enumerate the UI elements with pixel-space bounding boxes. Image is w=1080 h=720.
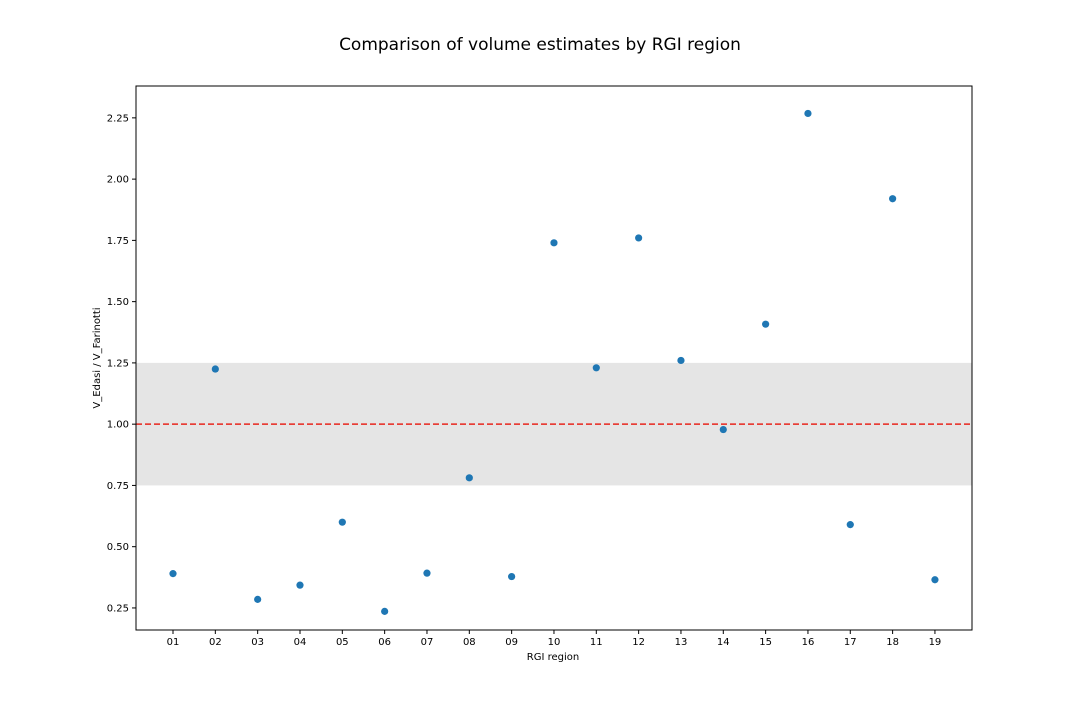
x-tick-label: 01 (167, 637, 180, 648)
y-axis-ticks: 0.25 0.50 0.75 1.00 1.25 1.50 1.75 2.00 2.25 (107, 113, 136, 614)
data-point-16 (804, 109, 812, 118)
y-tick-label: 1.50 (107, 297, 129, 308)
data-point-15 (762, 320, 770, 328)
x-tick-label: 07 (421, 637, 434, 648)
x-tick-label: 17 (844, 637, 857, 648)
data-point-09 (508, 572, 516, 581)
data-point-03 (254, 595, 262, 603)
data-point-14 (719, 425, 727, 434)
data-point-18 (889, 195, 897, 203)
x-tick-label: 05 (336, 637, 349, 648)
data-point-07 (423, 569, 431, 577)
x-axis-label: RGI region (527, 652, 579, 663)
data-point-10 (550, 239, 558, 247)
y-tick-label: 0.25 (107, 603, 129, 614)
y-tick-label: 0.75 (107, 481, 129, 492)
y-tick-label: 2.00 (107, 175, 129, 186)
data-point-13 (677, 356, 685, 365)
data-point-04 (296, 581, 304, 589)
data-point-06 (381, 607, 389, 615)
x-tick-label: 18 (886, 637, 899, 648)
y-tick-label: 1.25 (107, 358, 129, 369)
data-point-17 (846, 521, 854, 529)
y-axis-label: V_Edasi / V_Farinotti (92, 307, 103, 408)
x-tick-label: 02 (209, 637, 222, 648)
x-tick-label: 19 (929, 637, 942, 648)
x-axis-ticks: 01 02 03 04 05 06 07 08 09 10 11 12 13 14 15 16 17 18 19 (167, 630, 942, 648)
data-point-05 (338, 518, 346, 526)
x-tick-label: 03 (251, 637, 264, 648)
x-tick-label: 13 (675, 637, 688, 648)
x-tick-label: 12 (632, 637, 645, 648)
data-point-01 (169, 570, 177, 578)
x-tick-label: 06 (378, 637, 391, 648)
y-tick-label: 1.75 (107, 236, 129, 247)
y-tick-label: 1.00 (107, 420, 129, 431)
x-tick-label: 10 (548, 637, 561, 648)
x-tick-label: 11 (590, 637, 603, 648)
x-tick-label: 16 (802, 637, 815, 648)
data-point-19 (931, 576, 939, 584)
data-points (169, 109, 939, 615)
y-tick-label: 2.25 (107, 113, 129, 124)
data-point-02 (211, 365, 219, 373)
chart-title: Comparison of volume estimates by RGI re… (339, 35, 741, 55)
data-point-08 (465, 474, 473, 482)
x-tick-label: 08 (463, 637, 476, 648)
x-tick-label: 09 (505, 637, 518, 648)
x-tick-label: 14 (717, 637, 730, 648)
data-point-12 (635, 234, 643, 242)
y-tick-label: 0.50 (107, 542, 129, 553)
data-point-11 (592, 364, 600, 372)
x-tick-label: 15 (759, 637, 772, 648)
plot-frame (135, 85, 973, 631)
x-tick-label: 04 (294, 637, 307, 648)
